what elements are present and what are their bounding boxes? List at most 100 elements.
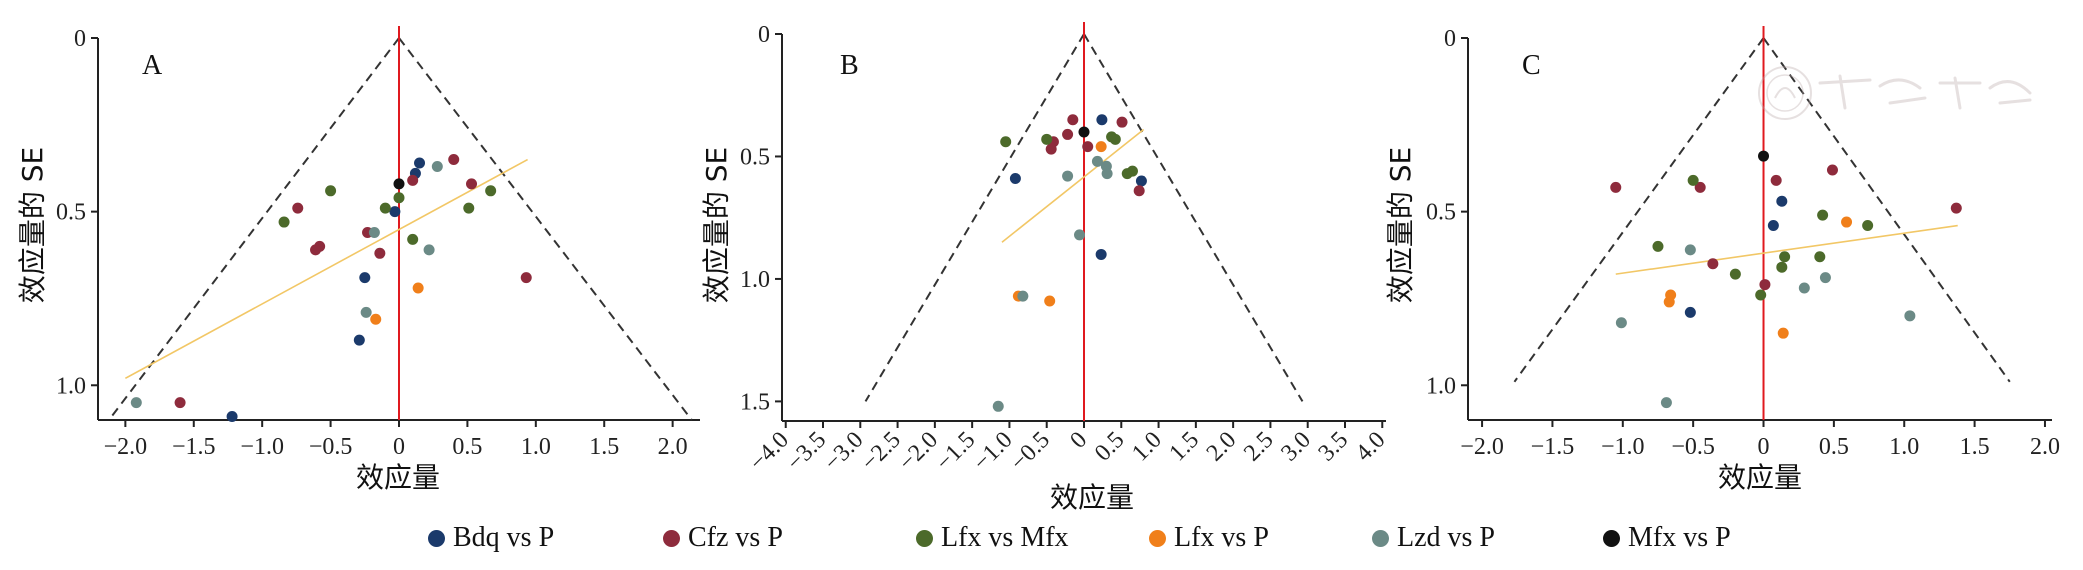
legend-swatch xyxy=(428,529,445,547)
data-point xyxy=(520,272,532,284)
data-point xyxy=(1610,181,1622,193)
legend-item-mfx: Mfx vs P xyxy=(1603,522,1731,554)
funnel-left-line xyxy=(108,37,400,421)
funnel-left-line xyxy=(864,33,1085,402)
x-tick-label: −1.5 xyxy=(931,427,980,476)
x-tick-label: −2.0 xyxy=(1460,434,1504,460)
x-tick-label: −2.0 xyxy=(894,427,943,476)
data-point xyxy=(368,226,380,238)
y-tick-label: 0.5 xyxy=(1426,200,1456,226)
data-point xyxy=(1062,170,1074,182)
y-axis-label: 效应量的 SE xyxy=(1384,147,1417,303)
data-point xyxy=(393,192,405,204)
data-point xyxy=(1776,261,1788,273)
data-point xyxy=(485,185,497,197)
data-point xyxy=(1779,251,1791,263)
legend-swatch xyxy=(1149,529,1166,547)
data-point xyxy=(1950,202,1962,214)
y-tick-label: 1.5 xyxy=(740,389,770,415)
data-point xyxy=(1777,327,1789,339)
data-point xyxy=(1045,143,1057,155)
data-point xyxy=(1707,258,1719,270)
data-point xyxy=(1776,195,1788,207)
data-point xyxy=(360,306,372,318)
y-axis-label: 效应量的 SE xyxy=(16,147,49,303)
data-point xyxy=(1062,128,1074,140)
data-point xyxy=(1767,220,1779,232)
data-point xyxy=(379,202,391,214)
x-tick-label: 0.5 xyxy=(452,434,482,460)
y-tick-label: 0 xyxy=(758,22,770,48)
legend: Bdq vs P Cfz vs P Lfx vs Mfx Lfx vs P Lz… xyxy=(0,522,2083,562)
data-point xyxy=(1133,185,1145,197)
data-point xyxy=(1044,295,1056,307)
data-point xyxy=(463,202,475,214)
data-point xyxy=(1663,296,1675,308)
data-point xyxy=(1770,174,1782,186)
legend-label: Lfx vs Mfx xyxy=(941,522,1069,553)
legend-swatch xyxy=(916,529,933,547)
data-point xyxy=(1096,114,1108,126)
data-point xyxy=(1041,133,1053,145)
x-tick-label: −0.5 xyxy=(1671,434,1715,460)
data-point xyxy=(1101,168,1113,180)
data-point xyxy=(1687,174,1699,186)
data-point xyxy=(448,154,460,166)
data-point xyxy=(1095,248,1107,260)
x-tick-label: −2.0 xyxy=(104,434,148,460)
data-point xyxy=(1729,268,1741,280)
x-tick-label: 4.0 xyxy=(1351,427,1391,467)
data-point xyxy=(1862,220,1874,232)
x-tick-label: 1.0 xyxy=(521,434,551,460)
x-tick-label: 2.5 xyxy=(1239,427,1279,467)
data-point xyxy=(1095,141,1107,153)
data-point xyxy=(374,247,386,259)
x-tick-label: 3.0 xyxy=(1276,427,1316,467)
data-point xyxy=(1116,116,1128,128)
data-point xyxy=(278,216,290,228)
data-point xyxy=(431,160,443,172)
y-tick-label: 1.0 xyxy=(740,267,770,293)
data-point xyxy=(1684,306,1696,318)
x-tick-label: 2.0 xyxy=(658,434,688,460)
x-tick-label: −1.0 xyxy=(240,434,284,460)
data-point xyxy=(1758,150,1770,162)
funnel-plot-c: C 效应量 效应量的 SE −2.0 −1.5 −1.0 −0.5 0 0.5 1.0 1.5… xyxy=(1384,26,2060,494)
x-tick-label: −1.5 xyxy=(1531,434,1575,460)
regression-line xyxy=(1615,224,1958,275)
x-tick-label: −3.0 xyxy=(819,427,868,476)
data-point xyxy=(1652,240,1664,252)
x-tick-label: 2.0 xyxy=(2030,434,2060,460)
x-tick-label: −0.5 xyxy=(309,434,353,460)
data-point xyxy=(1082,141,1094,153)
x-axis-label: 效应量 xyxy=(1050,481,1134,514)
data-point xyxy=(1615,317,1627,329)
legend-item-lfx-mfx: Lfx vs Mfx xyxy=(916,522,1069,554)
data-point xyxy=(1135,175,1147,187)
data-point xyxy=(325,185,337,197)
y-tick-label: 1.0 xyxy=(1426,373,1456,399)
data-point xyxy=(226,411,238,423)
data-point xyxy=(1091,155,1103,167)
x-tick-label: −1.0 xyxy=(968,427,1017,476)
data-point xyxy=(130,397,142,409)
data-point xyxy=(1078,126,1090,138)
data-point xyxy=(174,397,186,409)
data-point xyxy=(359,272,371,284)
x-tick-label: 0 xyxy=(1758,434,1770,460)
x-tick-label: −4.0 xyxy=(745,427,794,476)
data-point xyxy=(1660,397,1672,409)
legend-label: Mfx vs P xyxy=(1628,522,1731,553)
data-point xyxy=(370,313,382,325)
legend-swatch xyxy=(1603,529,1620,547)
watermark-logo xyxy=(1758,66,2032,120)
data-point xyxy=(310,244,322,256)
x-tick-label: 1.5 xyxy=(1164,427,1204,467)
data-point xyxy=(423,244,435,256)
x-tick-label: 2.0 xyxy=(1202,427,1242,467)
funnel-right-line xyxy=(1762,37,2011,383)
funnel-plot-b: B 效应量 效应量的 SE −4.0−3.5−3.0−2.5−2.0−1.5−1… xyxy=(700,22,1391,514)
funnel-right-line xyxy=(1083,33,1304,402)
data-point xyxy=(1826,164,1838,176)
